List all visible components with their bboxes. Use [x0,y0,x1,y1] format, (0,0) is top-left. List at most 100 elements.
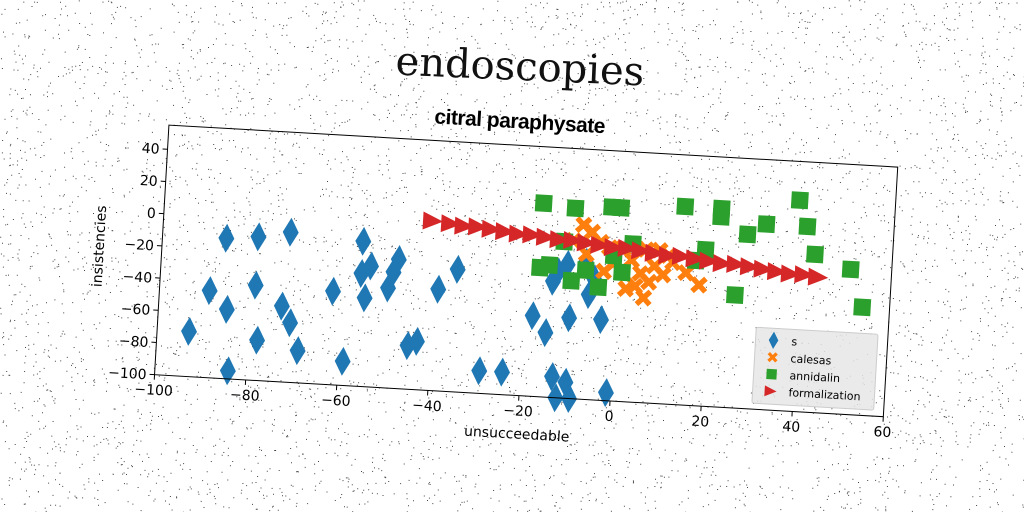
point-annidalin-9 [612,198,631,217]
point-s-30 [544,362,561,392]
y-tick-label: 20 [139,173,158,190]
point-s-10 [282,308,299,338]
point-formalization-4 [481,219,502,238]
point-formalization-1 [440,214,462,233]
point-formalization-21 [712,254,734,273]
point-calesas-12 [640,273,658,291]
point-s-27 [524,301,541,331]
point-s-16 [356,283,373,313]
x-tick-label: −40 [412,398,442,416]
point-s-6 [247,270,264,300]
point-annidalin-7 [589,278,608,297]
x-tick-label: −80 [230,387,260,405]
point-formalization-5 [495,222,516,241]
x-axis-ticks: −100 −80 −60 −40 −20 0 20 40 60 [134,374,892,441]
x-tick-label: −60 [321,392,351,410]
y-axis-ticks: −100 −80 −60 −40 −20 0 20 40 [108,141,168,383]
point-formalization-20 [698,251,720,270]
point-calesas-15 [654,265,672,284]
point-s-23 [430,274,447,304]
point-s-11 [289,336,306,366]
point-annidalin-22 [798,217,817,236]
point-annidalin-0 [534,194,553,213]
point-s-7 [249,325,266,355]
point-annidalin-19 [738,225,757,244]
legend-label-annidalin: annidalin [789,369,840,385]
point-calesas-18 [595,262,613,281]
y-tick-label: −60 [120,301,150,319]
point-formalization-0 [422,211,444,230]
legend-label-formalization: formalization [788,386,861,403]
point-s-28 [537,318,554,348]
point-annidalin-13 [676,197,695,216]
point-s-40 [550,257,567,287]
point-annidalin-11 [613,263,631,282]
point-annidalin-18 [725,286,744,305]
x-tick-label: 40 [782,419,801,436]
point-formalization-11 [576,233,598,252]
point-annidalin-21 [790,191,809,210]
point-s-14 [355,226,372,256]
point-formalization-22 [726,254,747,273]
point-s-3 [218,294,235,324]
point-formalization-7 [522,225,543,244]
point-formalization-26 [780,264,801,283]
point-formalization-23 [739,257,761,276]
series-annidalin [531,191,872,317]
point-formalization-16 [644,243,666,262]
point-s-34 [557,367,574,397]
x-tick-label: 20 [691,414,710,431]
x-axis-label: unsucceedable [464,424,570,446]
chart-figure: citral paraphysate −100 −80 −60 −40 −20 0 20 40… [60,75,960,505]
point-s-12 [325,276,341,306]
point-s-2 [218,223,235,253]
y-tick-label: −20 [124,237,154,255]
point-s-38 [593,305,609,335]
y-tick-label: 0 [146,206,156,222]
y-tick-label: −100 [108,365,147,383]
point-calesas-19 [616,279,635,298]
point-annidalin-2 [540,255,559,274]
point-annidalin-24 [841,260,860,279]
series-s [181,217,614,414]
point-s-17 [363,251,380,281]
point-s-8 [273,291,290,321]
point-annidalin-5 [562,271,581,290]
point-formalization-12 [590,235,611,254]
point-s-39 [597,378,614,408]
legend-label-s: s [791,335,798,348]
point-annidalin-4 [566,199,585,218]
y-tick-label: 40 [141,141,160,158]
legend-marker-calesas [767,351,778,363]
point-s-26 [494,357,510,387]
point-formalization-14 [617,238,638,257]
data-marks [181,191,872,414]
point-formalization-2 [454,216,475,235]
point-annidalin-25 [853,298,872,317]
point-formalization-8 [535,227,557,246]
point-calesas-22 [690,276,708,294]
x-tick-label: −100 [134,382,173,400]
point-formalization-3 [467,217,489,236]
point-formalization-27 [794,265,815,284]
point-s-9 [282,217,299,247]
x-tick-label: 0 [604,409,614,425]
y-tick-label: −40 [122,269,152,287]
legend-label-calesas: calesas [790,352,832,367]
point-formalization-28 [807,267,829,286]
x-tick-label: 60 [873,424,892,441]
point-s-4 [219,356,236,386]
point-s-25 [471,356,488,386]
point-s-1 [201,276,218,306]
point-s-22 [408,326,425,356]
point-annidalin-23 [806,245,824,264]
point-formalization-15 [631,241,652,260]
point-s-0 [181,316,198,346]
point-formalization-18 [671,246,693,265]
point-s-5 [250,222,267,252]
point-s-20 [390,245,407,274]
scatter-chart: −100 −80 −60 −40 −20 0 20 40 60 −100 −80 −60 −40 −20… [89,124,899,446]
point-s-33 [561,303,578,333]
legend-marker-s [768,331,779,349]
